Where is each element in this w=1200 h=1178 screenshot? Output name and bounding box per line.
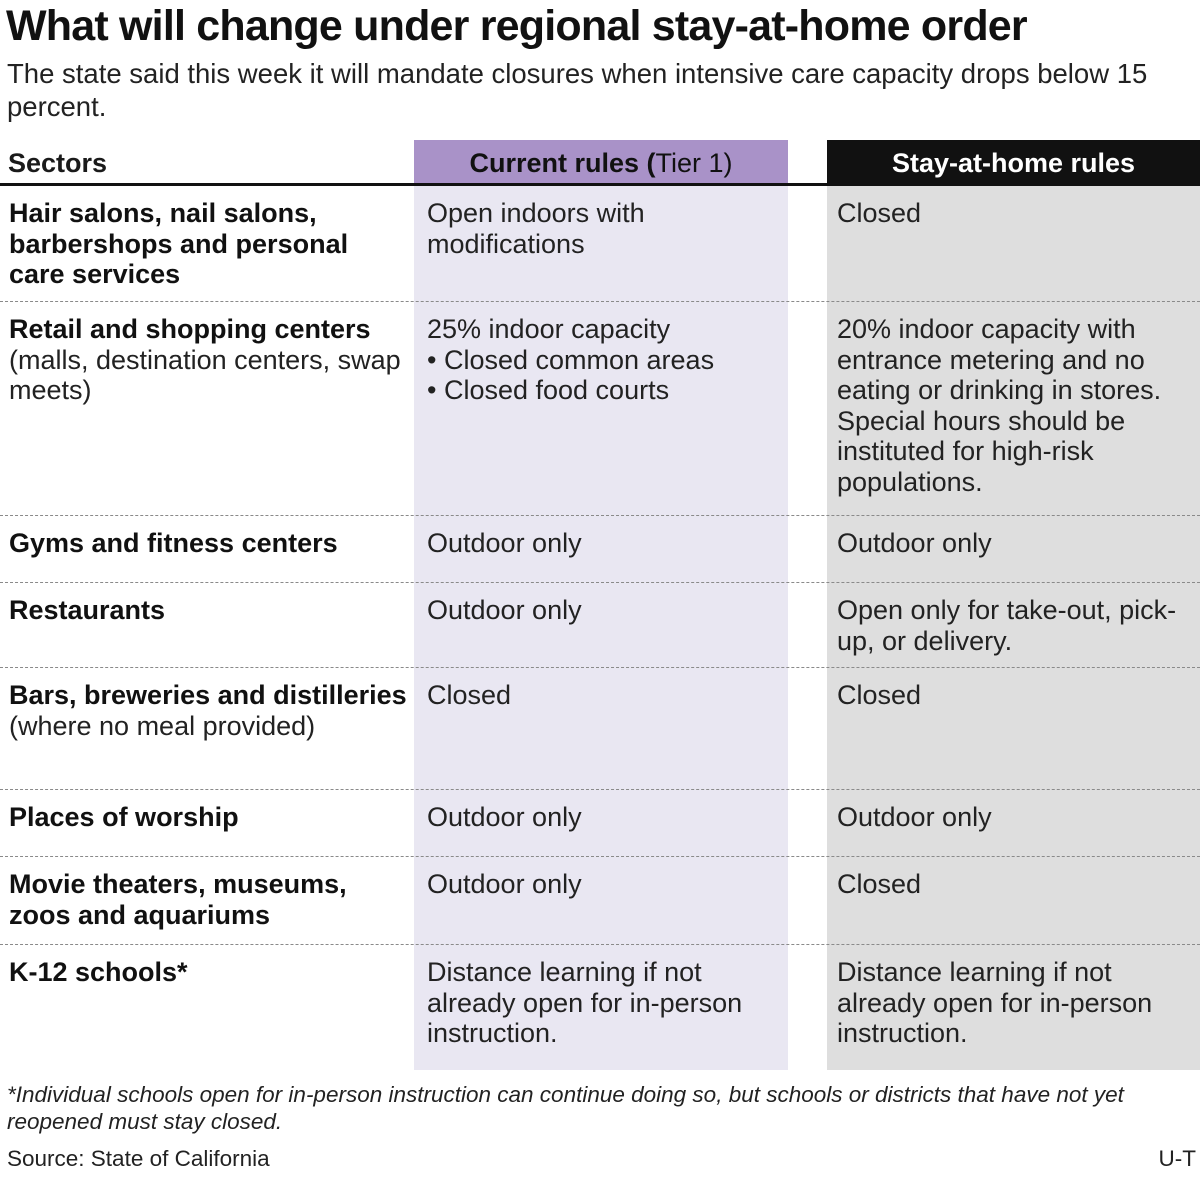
graphic-title: What will change under regional stay-at-…	[6, 2, 1028, 50]
current-rule-text: Outdoor only	[427, 869, 582, 899]
sector-name: Movie theaters, museums, zoos and aquari…	[9, 869, 347, 930]
sector-note: (where no meal provided)	[9, 710, 316, 741]
stay-rule-text: 20% indoor capacity with entrance meteri…	[837, 314, 1162, 497]
current-rule-cell: Closed	[427, 680, 787, 711]
current-rule-text: Open indoors with modifications	[427, 198, 645, 259]
table-row: Movie theaters, museums, zoos and aquari…	[0, 857, 1200, 945]
stay-rule-cell: Outdoor only	[837, 802, 1199, 833]
current-rules-column-background	[414, 140, 788, 1070]
current-rule-cell: 25% indoor capacity • Closed common area…	[427, 314, 787, 406]
stay-rule-text: Closed	[837, 869, 922, 899]
sector-cell: Hair salons, nail salons, barbershops an…	[9, 198, 407, 290]
current-rule-cell: Outdoor only	[427, 528, 787, 559]
stay-rule-text: Open only for take-out, pick-up, or deli…	[837, 595, 1177, 656]
stay-rule-text: Distance learning if not already open fo…	[837, 957, 1153, 1048]
sector-name: Retail and shopping centers	[9, 314, 371, 344]
stay-rule-cell: 20% indoor capacity with entrance meteri…	[837, 314, 1199, 497]
current-rule-cell: Outdoor only	[427, 802, 787, 833]
sector-cell: Gyms and fitness centers	[9, 528, 407, 559]
current-rule-bullet: • Closed food courts	[427, 375, 670, 405]
current-rule-cell: Outdoor only	[427, 595, 787, 626]
current-rules-column-header: Current rules (Tier 1)	[414, 140, 788, 186]
sector-name: Hair salons, nail salons, barbershops an…	[9, 198, 349, 289]
source-credit: Source: State of California	[7, 1146, 270, 1171]
sectors-column-header: Sectors	[0, 140, 414, 186]
header-rule	[788, 183, 827, 186]
sector-name: Restaurants	[9, 595, 166, 625]
current-rules-tier-label: Tier 1)	[655, 148, 733, 178]
stay-rule-text: Closed	[837, 198, 922, 228]
table-row: Hair salons, nail salons, barbershops an…	[0, 186, 1200, 302]
table-row: Gyms and fitness centers Outdoor only Ou…	[0, 516, 1200, 583]
current-rule-text: Outdoor only	[427, 802, 582, 832]
graphic-subtitle: The state said this week it will mandate…	[7, 58, 1148, 122]
stay-rule-cell: Open only for take-out, pick-up, or deli…	[837, 595, 1199, 656]
current-rule-cell: Open indoors with modifications	[427, 198, 787, 259]
sector-cell: Retail and shopping centers (malls, dest…	[9, 314, 407, 406]
table-row: Places of worship Outdoor only Outdoor o…	[0, 790, 1200, 857]
current-rule-cell: Distance learning if not already open fo…	[427, 957, 787, 1049]
stay-at-home-column-background	[827, 186, 1200, 1070]
sector-cell: Bars, breweries and distilleries (where n…	[9, 680, 407, 741]
rules-table: Hair salons, nail salons, barbershops an…	[0, 186, 1200, 1070]
stay-rule-cell: Distance learning if not already open fo…	[837, 957, 1199, 1049]
stay-rule-text: Outdoor only	[837, 528, 992, 558]
stay-rule-text: Outdoor only	[837, 802, 992, 832]
table-row: Retail and shopping centers (malls, dest…	[0, 302, 1200, 516]
stay-rule-text: Closed	[837, 680, 922, 710]
stay-at-home-header-label: Stay-at-home rules	[891, 148, 1136, 178]
footnote: *Individual schools open for in-person i…	[7, 1082, 1124, 1134]
sectors-header-label: Sectors	[8, 148, 108, 178]
publication-credit: U-T	[1158, 1146, 1197, 1171]
stay-at-home-column-header: Stay-at-home rules	[827, 140, 1200, 186]
current-rule-text: Closed	[427, 680, 512, 710]
current-rule-text: Outdoor only	[427, 595, 582, 625]
sector-cell: Places of worship	[9, 802, 407, 833]
stay-rule-cell: Outdoor only	[837, 528, 1199, 559]
table-row: Bars, breweries and distilleries (where n…	[0, 668, 1200, 790]
stay-rule-cell: Closed	[837, 680, 1199, 711]
current-rule-cell: Outdoor only	[427, 869, 787, 900]
current-rule-text: 25% indoor capacity	[427, 314, 671, 344]
sector-name: Bars, breweries and distilleries	[9, 680, 407, 710]
sector-cell: Restaurants	[9, 595, 407, 626]
sector-name: Places of worship	[9, 802, 239, 832]
table-row: K-12 schools* Distance learning if not a…	[0, 945, 1200, 1070]
table-row: Restaurants Outdoor only Open only for t…	[0, 583, 1200, 668]
current-rule-text: Outdoor only	[427, 528, 582, 558]
current-rule-bullet: • Closed common areas	[427, 344, 715, 375]
stay-rule-cell: Closed	[837, 869, 1199, 900]
current-rules-header-label: Current rules (	[469, 148, 656, 178]
sector-note: (malls, destination centers, swap meets)	[9, 344, 401, 406]
sector-name: K-12 schools*	[9, 957, 188, 987]
stay-rule-cell: Closed	[837, 198, 1199, 229]
current-rule-text: Distance learning if not already open fo…	[427, 957, 743, 1048]
sector-name: Gyms and fitness centers	[9, 528, 338, 558]
sector-cell: Movie theaters, museums, zoos and aquari…	[9, 869, 407, 930]
sector-cell: K-12 schools*	[9, 957, 407, 988]
